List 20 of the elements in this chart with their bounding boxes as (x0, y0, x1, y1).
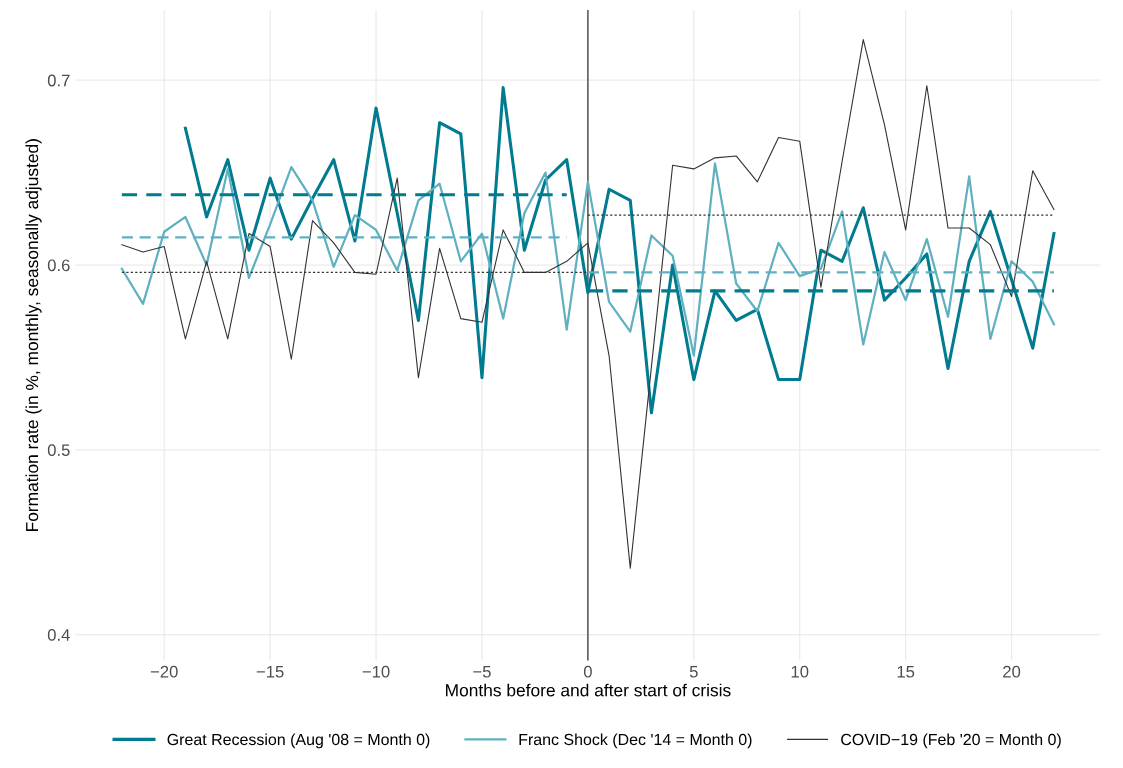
y-tick-label: 0.4 (47, 629, 70, 641)
x-tick-label: 20 (1003, 665, 1021, 678)
x-axis-title: Months before and after start of crisis (446, 683, 731, 697)
line-series (120, 162, 1056, 357)
y-tick-label: 0.7 (47, 74, 70, 87)
y-tick-label: 0.5 (47, 444, 70, 457)
legend-label: Great Recession (Aug '08 = Month 0) (167, 733, 430, 749)
x-tick-label: −15 (256, 665, 284, 678)
x-tick-label: 15 (897, 665, 915, 678)
legend-label: COVID−19 (Feb '20 = Month 0) (841, 733, 1061, 749)
x-tick-label: 0 (583, 665, 592, 678)
x-tick-label: −5 (473, 665, 491, 678)
x-tick-label: −20 (150, 665, 178, 678)
line-series (121, 38, 1055, 569)
x-tick-label: 5 (689, 665, 698, 678)
legend-label: Franc Shock (Dec '14 = Month 0) (519, 733, 752, 749)
x-tick-label: −10 (362, 665, 390, 678)
y-axis-title: Formation rate (in %, monthly, seasonally adjusted) (25, 139, 42, 531)
y-tick-label: 0.6 (47, 259, 70, 272)
x-tick-label: 10 (791, 665, 809, 678)
